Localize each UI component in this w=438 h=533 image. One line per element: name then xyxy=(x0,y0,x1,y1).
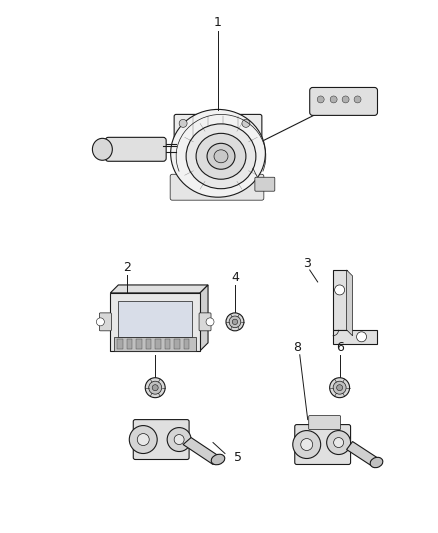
Ellipse shape xyxy=(370,457,383,467)
Circle shape xyxy=(152,385,158,391)
Circle shape xyxy=(145,378,165,398)
Bar xyxy=(110,293,200,351)
Circle shape xyxy=(149,381,162,394)
Circle shape xyxy=(226,313,244,331)
Ellipse shape xyxy=(171,109,265,197)
Circle shape xyxy=(342,96,349,103)
Text: 3: 3 xyxy=(303,256,311,270)
Polygon shape xyxy=(183,438,221,464)
FancyBboxPatch shape xyxy=(310,87,378,116)
Bar xyxy=(114,337,196,351)
Circle shape xyxy=(335,285,345,295)
FancyBboxPatch shape xyxy=(199,313,211,331)
Circle shape xyxy=(330,96,337,103)
Circle shape xyxy=(174,434,184,445)
Circle shape xyxy=(232,319,238,325)
Bar xyxy=(155,339,161,349)
Bar xyxy=(184,339,189,349)
Circle shape xyxy=(357,332,367,342)
FancyBboxPatch shape xyxy=(255,177,275,191)
FancyBboxPatch shape xyxy=(106,138,166,161)
Bar xyxy=(118,301,192,337)
Bar xyxy=(332,270,346,330)
Ellipse shape xyxy=(186,124,256,189)
Circle shape xyxy=(96,318,104,326)
Polygon shape xyxy=(346,441,378,466)
Bar xyxy=(117,339,123,349)
Circle shape xyxy=(129,425,157,454)
Circle shape xyxy=(137,433,149,446)
Bar xyxy=(174,339,180,349)
Bar xyxy=(332,330,378,344)
Circle shape xyxy=(293,431,321,458)
Text: 1: 1 xyxy=(214,16,222,29)
Text: 6: 6 xyxy=(336,341,343,354)
Bar xyxy=(136,339,142,349)
Circle shape xyxy=(330,378,350,398)
Circle shape xyxy=(327,431,350,455)
Circle shape xyxy=(167,427,191,451)
Circle shape xyxy=(206,318,214,326)
Circle shape xyxy=(301,439,313,450)
Circle shape xyxy=(317,96,324,103)
Circle shape xyxy=(229,316,241,328)
Text: 2: 2 xyxy=(124,262,131,274)
Text: 5: 5 xyxy=(234,451,242,464)
FancyBboxPatch shape xyxy=(170,174,264,200)
Text: 6: 6 xyxy=(151,341,159,354)
Circle shape xyxy=(179,119,187,127)
Polygon shape xyxy=(346,270,353,336)
Ellipse shape xyxy=(196,133,246,179)
Polygon shape xyxy=(200,285,208,351)
Circle shape xyxy=(242,119,250,127)
Text: 4: 4 xyxy=(231,271,239,285)
Bar xyxy=(146,339,152,349)
Circle shape xyxy=(334,438,343,448)
Polygon shape xyxy=(110,285,208,293)
Circle shape xyxy=(337,385,343,391)
FancyBboxPatch shape xyxy=(99,313,111,331)
Circle shape xyxy=(333,381,346,394)
Bar xyxy=(165,339,170,349)
FancyBboxPatch shape xyxy=(174,115,262,156)
Bar xyxy=(127,339,132,349)
Ellipse shape xyxy=(211,454,225,465)
Ellipse shape xyxy=(207,143,235,169)
FancyBboxPatch shape xyxy=(133,419,189,459)
FancyBboxPatch shape xyxy=(309,416,341,430)
Circle shape xyxy=(354,96,361,103)
Text: 8: 8 xyxy=(293,341,301,354)
Ellipse shape xyxy=(214,150,228,163)
FancyBboxPatch shape xyxy=(295,425,350,464)
Ellipse shape xyxy=(92,139,112,160)
